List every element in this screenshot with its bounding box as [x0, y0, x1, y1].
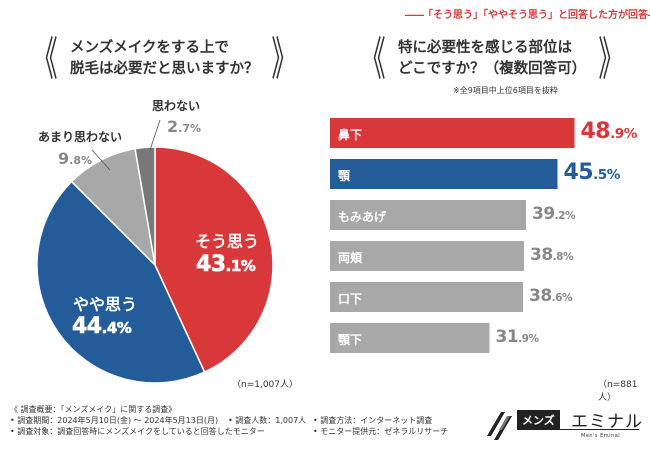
bar-category-label: 顎: [338, 169, 351, 183]
bar-category-label: もみあげ: [338, 210, 387, 224]
left-question: 《 メンズメイクをする上で 脱毛は必要だと思いますか？ 》: [22, 28, 302, 90]
logo-sub: Men's Eminal: [581, 433, 621, 439]
bar-value-dec: .6%: [551, 292, 573, 304]
bar-value-dec: .5%: [593, 167, 620, 183]
left-question-line1: メンズメイクをする上で: [70, 39, 229, 56]
logo-box: メンズ: [517, 410, 560, 430]
overview-method: • 調査方法：インターネット調査: [313, 415, 433, 425]
right-question-line1: 特に必要性を感じる部位は: [398, 39, 572, 56]
pie-label-name: やや思う: [73, 295, 138, 314]
right-question-text: 特に必要性を感じる部位は どこですか？（複数回答可）: [396, 38, 588, 80]
overview-count: • 調査人数：1,007人: [228, 415, 307, 425]
pie-value-int: 2: [167, 117, 179, 136]
pie-label-name: 思わない: [152, 99, 201, 113]
bar-value-label: 38.8%: [530, 245, 574, 265]
bar-value-int: 38: [529, 286, 552, 306]
bracket-close: 》: [270, 32, 297, 86]
pie-value-dec: .1%: [225, 257, 256, 276]
pie-label-name: そう思う: [195, 232, 260, 251]
bar-value-dec: .9%: [610, 126, 637, 142]
bar-value-label: 38.6%: [529, 286, 573, 306]
overview-target: • 調査対象：調査回答時にメンズメイクをしていると回答したモニター: [10, 426, 265, 436]
pie-chart: [36, 119, 274, 384]
left-question-line2: 脱毛は必要だと思いますか？: [70, 61, 259, 77]
respondent-note: ――「そう思う」「ややそう思う」と回答した方が回答――: [405, 6, 650, 21]
logo-mark-icon: [487, 412, 512, 440]
bar-value-dec: .9%: [518, 333, 539, 345]
pie-label-amari: あまり思わない: [38, 128, 122, 145]
bar-chart: [330, 118, 575, 353]
pie-value-int: 44: [72, 314, 103, 340]
bar-category-label: 両頬: [338, 251, 363, 265]
bar-1: [330, 159, 558, 189]
pie-value-int: 43: [196, 252, 227, 278]
bracket-close: 》: [598, 32, 624, 86]
overview-provider: • モニター提供元：ゼネラルリサーチ: [313, 426, 449, 436]
bar-value-label: 31.9%: [495, 327, 540, 347]
pie-value-dec: .4%: [101, 319, 132, 338]
bracket-open: 《: [32, 32, 58, 86]
bar-value-label: 45.5%: [563, 160, 621, 185]
bar-category-label: 顎下: [338, 333, 363, 347]
pie-value-omowanai: 2.7%: [167, 117, 201, 136]
pie-label-name: あまり思わない: [38, 130, 123, 144]
logo-main: エミナル: [571, 412, 643, 432]
bar-value-int: 39: [532, 204, 555, 224]
bar-2: [330, 200, 526, 230]
left-question-text: メンズメイクをする上で 脱毛は必要だと思いますか？: [68, 38, 261, 80]
bar-value-label: 48.9%: [580, 119, 638, 144]
pie-label-omowanai: 思わない: [152, 97, 200, 114]
pie-slice-0: [154, 146, 274, 374]
survey-overview: 《 調査概要：「メンズメイク」に関する調査》 • 調査期間：2024年5月10日…: [10, 405, 448, 437]
logo-underline: [517, 429, 639, 430]
bar-value-int: 45: [563, 160, 594, 185]
bar-value-int: 48: [580, 119, 611, 144]
right-question: 《 特に必要性を感じる部位は どこですか？（複数回答可） 》: [350, 28, 635, 90]
bar-value-int: 31: [495, 327, 519, 347]
bar-category-label: 鼻下: [338, 128, 363, 142]
bar-3: [330, 241, 524, 271]
pie-n-label: （n=1,007人）: [232, 380, 299, 390]
sub-note: ※全9項目中上位6項目を抜粋: [453, 86, 558, 95]
bracket-open: 《: [360, 32, 386, 86]
bar-value-dec: .8%: [552, 251, 574, 263]
pie-leader-line-0: [149, 119, 161, 151]
pie-value-int: 9: [58, 149, 70, 168]
overview-title: 《 調査概要：「メンズメイク」に関する調査》: [10, 405, 177, 414]
note-dash-left: ――: [405, 10, 424, 21]
pie-value-dec: .8%: [69, 154, 92, 167]
bar-n-label: （n=881人）: [598, 380, 638, 403]
pie-value-sou: 43.1%: [196, 252, 256, 278]
pie-label-yaya: やや思う: [73, 291, 137, 315]
bar-category-label: 口下: [338, 292, 363, 306]
bar-value-int: 38: [530, 245, 553, 265]
mens-eminal-logo: メンズ エミナル Men's Eminal: [487, 404, 642, 444]
note-dash-right: ――: [648, 10, 650, 21]
pie-leader-line-1: [91, 149, 111, 171]
bar-value-label: 39.2%: [532, 204, 576, 224]
overview-period: • 調査期間：2024年5月10日(金) ～ 2024年5月13日(月): [10, 415, 219, 425]
pie-value-amari: 9.8%: [58, 149, 92, 168]
pie-slice-1: [36, 180, 206, 384]
bar-4: [330, 282, 523, 312]
pie-label-sou: そう思う: [195, 228, 259, 252]
bar-5: [330, 323, 490, 353]
pie-value-yaya: 44.4%: [72, 314, 132, 340]
pie-value-dec: .7%: [178, 122, 201, 135]
bar-value-dec: .2%: [554, 210, 576, 222]
bar-0: [330, 118, 575, 148]
pie-slice-3: [134, 146, 156, 266]
note-text: 「そう思う」「ややそう思う」と回答した方が回答: [423, 10, 648, 21]
right-question-line2: どこですか？（複数回答可）: [398, 61, 587, 77]
